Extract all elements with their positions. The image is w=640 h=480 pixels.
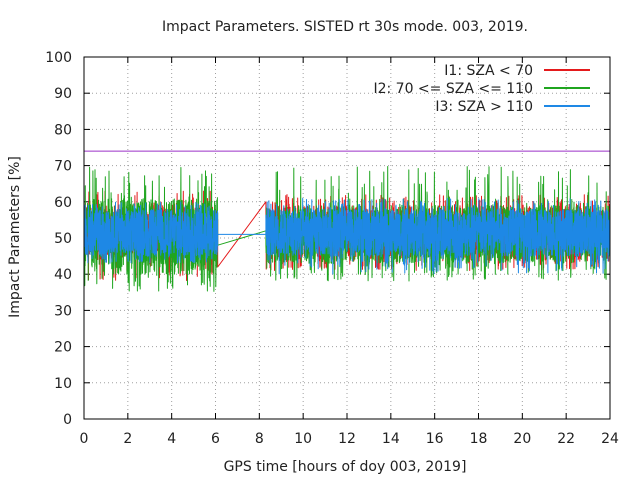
y-tick-label: 90 <box>54 86 72 102</box>
y-tick-label: 50 <box>54 231 72 247</box>
x-tick-label: 16 <box>426 431 444 447</box>
y-tick-label: 70 <box>54 159 72 175</box>
x-tick-label: 22 <box>557 431 575 447</box>
legend-label-2: I2: 70 <= SZA <= 110 <box>373 81 533 97</box>
series-line-3 <box>83 197 611 275</box>
x-tick-label: 18 <box>470 431 488 447</box>
plot-area <box>83 150 611 292</box>
x-tick-label: 4 <box>167 431 176 447</box>
x-tick-label: 20 <box>513 431 531 447</box>
y-axis-label: Impact Parameters [%] <box>7 156 23 318</box>
y-tick-label: 20 <box>54 340 72 356</box>
x-axis-label: GPS time [hours of doy 003, 2019] <box>224 459 467 475</box>
y-tick-label: 80 <box>54 122 72 138</box>
legend-label-3: I3: SZA > 110 <box>435 99 533 115</box>
x-tick-label: 6 <box>211 431 220 447</box>
y-tick-label: 100 <box>45 50 72 66</box>
y-tick-label: 0 <box>63 412 72 428</box>
legend-label-1: I1: SZA < 70 <box>444 63 533 79</box>
x-tick-label: 12 <box>338 431 356 447</box>
x-tick-label: 2 <box>123 431 132 447</box>
legend: I1: SZA < 70 I2: 70 <= SZA <= 110 I3: SZA … <box>373 63 590 115</box>
x-tick-label: 14 <box>382 431 400 447</box>
x-tick-label: 0 <box>80 431 89 447</box>
x-tick-label: 24 <box>601 431 619 447</box>
y-tick-label: 40 <box>54 267 72 283</box>
y-tick-label: 30 <box>54 303 72 319</box>
x-tick-label: 10 <box>294 431 312 447</box>
chart-title: Impact Parameters. SISTED rt 30s mode. 0… <box>162 19 528 35</box>
plot-frame <box>83 56 611 420</box>
y-tick-label: 10 <box>54 376 72 392</box>
x-tick-label: 8 <box>255 431 264 447</box>
y-tick-label: 60 <box>54 195 72 211</box>
